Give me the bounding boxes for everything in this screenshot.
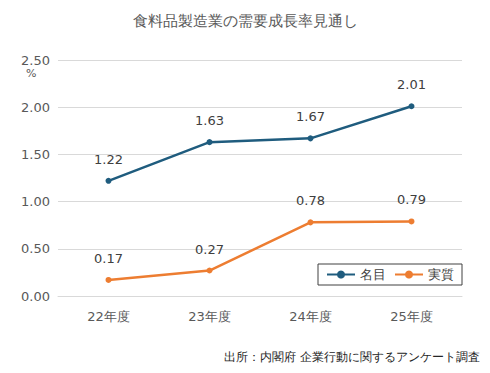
svg-text:1.67: 1.67 [296, 109, 325, 124]
svg-text:名目: 名目 [360, 267, 386, 282]
svg-text:2.00: 2.00 [21, 100, 50, 115]
svg-text:1.63: 1.63 [195, 113, 224, 128]
svg-text:25年度: 25年度 [390, 309, 433, 324]
svg-text:実質: 実質 [428, 267, 454, 282]
svg-text:0.00: 0.00 [21, 289, 50, 304]
svg-text:出所：内閣府 企業行動に関するアンケート調査: 出所：内閣府 企業行動に関するアンケート調査 [224, 350, 480, 364]
svg-text:23年度: 23年度 [188, 309, 231, 324]
svg-text:2.50: 2.50 [21, 53, 50, 68]
svg-text:1.00: 1.00 [21, 194, 50, 209]
svg-text:2.01: 2.01 [397, 77, 426, 92]
svg-text:1.50: 1.50 [21, 147, 50, 162]
svg-text:0.17: 0.17 [94, 251, 123, 266]
svg-text:0.27: 0.27 [195, 242, 224, 257]
svg-text:24年度: 24年度 [289, 309, 332, 324]
svg-text:22年度: 22年度 [87, 309, 130, 324]
svg-text:1.22: 1.22 [94, 152, 123, 167]
svg-text:0.50: 0.50 [21, 241, 50, 256]
svg-text:食料品製造業の需要成長率見通し: 食料品製造業の需要成長率見通し [133, 12, 358, 30]
svg-text:0.79: 0.79 [397, 192, 426, 207]
svg-text:0.78: 0.78 [296, 193, 325, 208]
svg-text:%: % [26, 67, 36, 80]
